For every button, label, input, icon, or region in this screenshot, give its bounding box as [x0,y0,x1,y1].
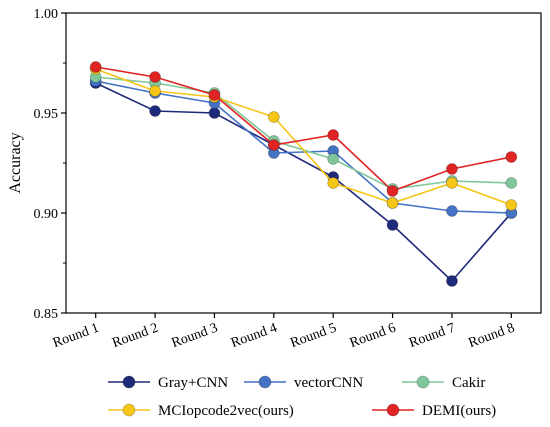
data-point [505,199,518,211]
x-tick-label: Round 3 [170,321,220,351]
legend-label: Cakir [452,375,485,391]
data-point [149,85,161,97]
data-point [208,107,221,119]
x-tick-label: Round 2 [110,321,160,351]
legend-item-0: Gray+CNN [108,375,228,391]
legend-label: vectorCNN [294,375,363,391]
axes: 0.85 0.90 0.95 1.00 Round 1 Round 2 Round 3 Rou… [34,7,542,351]
x-tick-label: Round 6 [348,321,398,351]
data-point [327,177,340,189]
data-point [327,129,340,141]
data-point [446,275,458,287]
legend: Gray+CNN vectorCNN Cakir MCIopcode2vec(ours… [108,375,496,419]
legend-marker [122,375,136,389]
x-tick-label: Round 5 [288,321,338,351]
series-line [95,80,512,214]
legend-item-4: DEMI(ours) [372,403,496,419]
data-point [446,205,458,217]
legend-item-1: vectorCNN [244,375,363,391]
legend-label: MCIopcode2vec(ours) [158,403,294,419]
data-point [505,177,518,189]
x-tick-label: Round 7 [407,321,457,351]
data-point [446,163,458,175]
data-point [446,177,458,189]
series-line [95,82,512,283]
y-tick-label: 0.95 [34,107,59,122]
legend-marker [416,375,430,389]
data-point [327,153,340,165]
legend-item-2: Cakir [402,375,485,391]
data-point [386,219,399,231]
series-layer [89,61,518,287]
x-tick-label: Round 8 [467,321,517,351]
data-point [505,151,518,163]
y-tick-label: 0.85 [34,307,59,322]
legend-label: Gray+CNN [158,375,228,391]
data-point [89,61,102,73]
legend-label: DEMI(ours) [422,403,496,419]
legend-marker [258,375,272,389]
series-3 [89,63,518,211]
series-line [95,66,512,192]
series-4 [89,61,518,197]
legend-item-3: MCIopcode2vec(ours) [108,403,294,419]
plot-frame [65,12,542,314]
x-tick-label: Round 1 [51,321,101,351]
x-tick-label: Round 4 [229,321,279,351]
y-axis-label: Accuracy [7,132,24,193]
data-point [149,105,161,117]
y-tick-label: 0.90 [34,207,59,222]
data-point [386,197,399,209]
data-point [267,111,280,123]
data-point [386,185,399,197]
data-point [208,89,221,101]
series-line [95,68,512,206]
y-tick-label: 1.00 [34,7,59,22]
legend-marker [386,403,400,417]
data-point [267,139,280,151]
data-point [149,71,161,83]
legend-marker [122,403,136,417]
series-1 [89,75,518,219]
